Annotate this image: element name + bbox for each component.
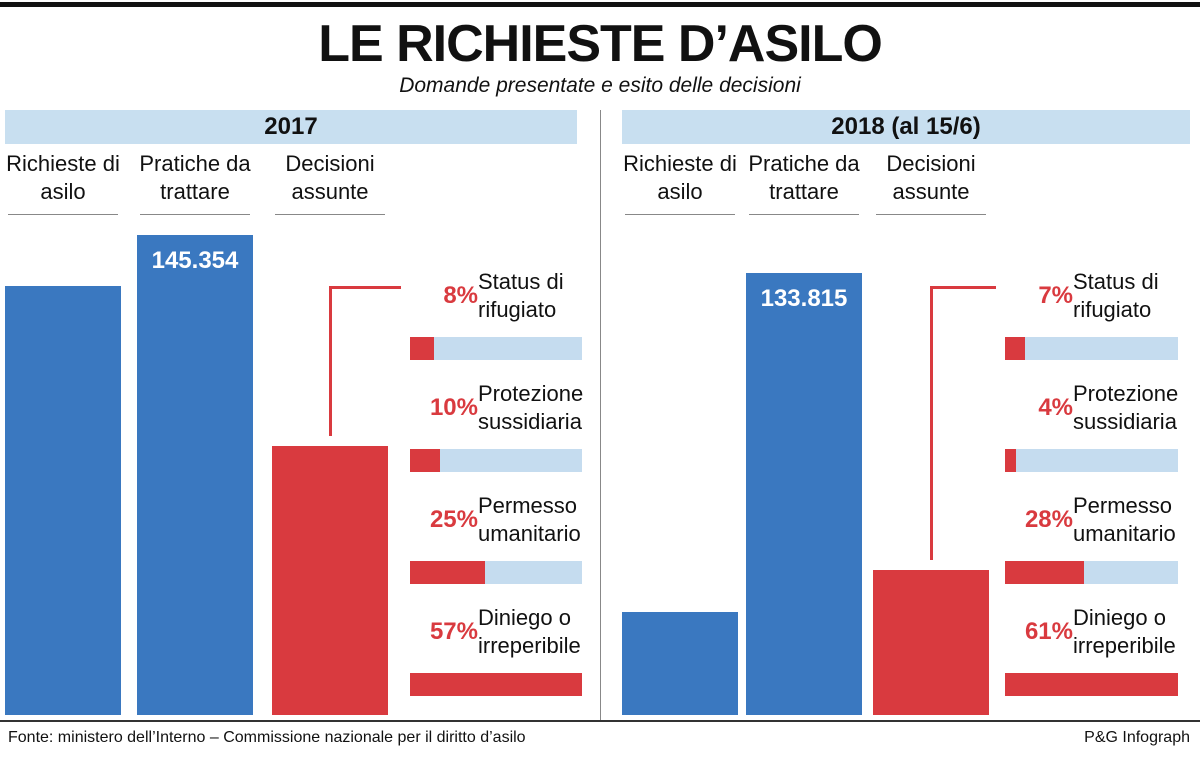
share-bar [410, 449, 441, 472]
bar [137, 235, 253, 715]
label-rule [8, 214, 118, 215]
category-label: Protezione sussidiaria [478, 381, 584, 434]
percent-label: 25% [429, 506, 478, 533]
label-rule [625, 214, 735, 215]
label-rule [275, 214, 385, 215]
bar [873, 570, 989, 715]
share-bar [1005, 449, 1017, 472]
subtitle: Domande presentate e esito delle decisio… [399, 74, 801, 97]
bottom-rule [0, 720, 1200, 722]
share-bar [410, 673, 582, 696]
track [410, 449, 582, 472]
category-label: Status di rifugiato [1073, 269, 1159, 322]
column-label: Richieste di asilo [623, 151, 737, 204]
bar [272, 446, 388, 715]
value-label: 145.354 [151, 247, 239, 275]
category-label: Permesso umanitario [1073, 493, 1176, 546]
percent-label: 10% [429, 394, 478, 421]
share-bar [1005, 337, 1025, 360]
panel-title: 2018 (al 15/6) [622, 110, 1190, 144]
connector [329, 286, 401, 289]
category-label: Diniego o irreperibile [1073, 605, 1176, 658]
share-bar [1005, 673, 1178, 696]
source: Fonte: ministero dell’Interno – Commissi… [8, 729, 526, 746]
bar [622, 612, 738, 715]
title: LE RICHIESTE D’ASILO [318, 15, 883, 73]
column-label: Richieste di asilo [6, 151, 120, 204]
column-label: Decisioni assunte [285, 151, 375, 204]
share-bar [410, 561, 486, 584]
percent-label: 57% [429, 618, 478, 645]
bar [746, 273, 862, 715]
label-rule [140, 214, 250, 215]
top-rule [0, 2, 1200, 7]
percent-label: 61% [1024, 618, 1073, 645]
connector [930, 286, 996, 289]
share-bar [1005, 561, 1085, 584]
percent-label: 8% [443, 282, 478, 309]
percent-label: 4% [1038, 394, 1073, 421]
column-label: Decisioni assunte [886, 151, 976, 204]
category-label: Protezione sussidiaria [1073, 381, 1179, 434]
column-label: Pratiche da trattare [748, 151, 860, 204]
track [1005, 337, 1178, 360]
category-label: Diniego o irreperibile [478, 605, 581, 658]
credit: P&G Infograph [1084, 729, 1190, 746]
column-label: Pratiche da trattare [139, 151, 251, 204]
panel-title: 2017 [5, 110, 577, 144]
label-rule [749, 214, 859, 215]
label-rule [876, 214, 986, 215]
category-label: Status di rifugiato [478, 269, 564, 322]
connector [329, 287, 332, 437]
share-bar [410, 337, 435, 360]
bar [5, 286, 121, 715]
track [410, 337, 582, 360]
track [1005, 449, 1178, 472]
percent-label: 7% [1038, 282, 1073, 309]
category-label: Permesso umanitario [478, 493, 581, 546]
connector [930, 287, 933, 561]
divider [600, 110, 601, 720]
percent-label: 28% [1024, 506, 1073, 533]
value-label: 133.815 [760, 285, 848, 313]
